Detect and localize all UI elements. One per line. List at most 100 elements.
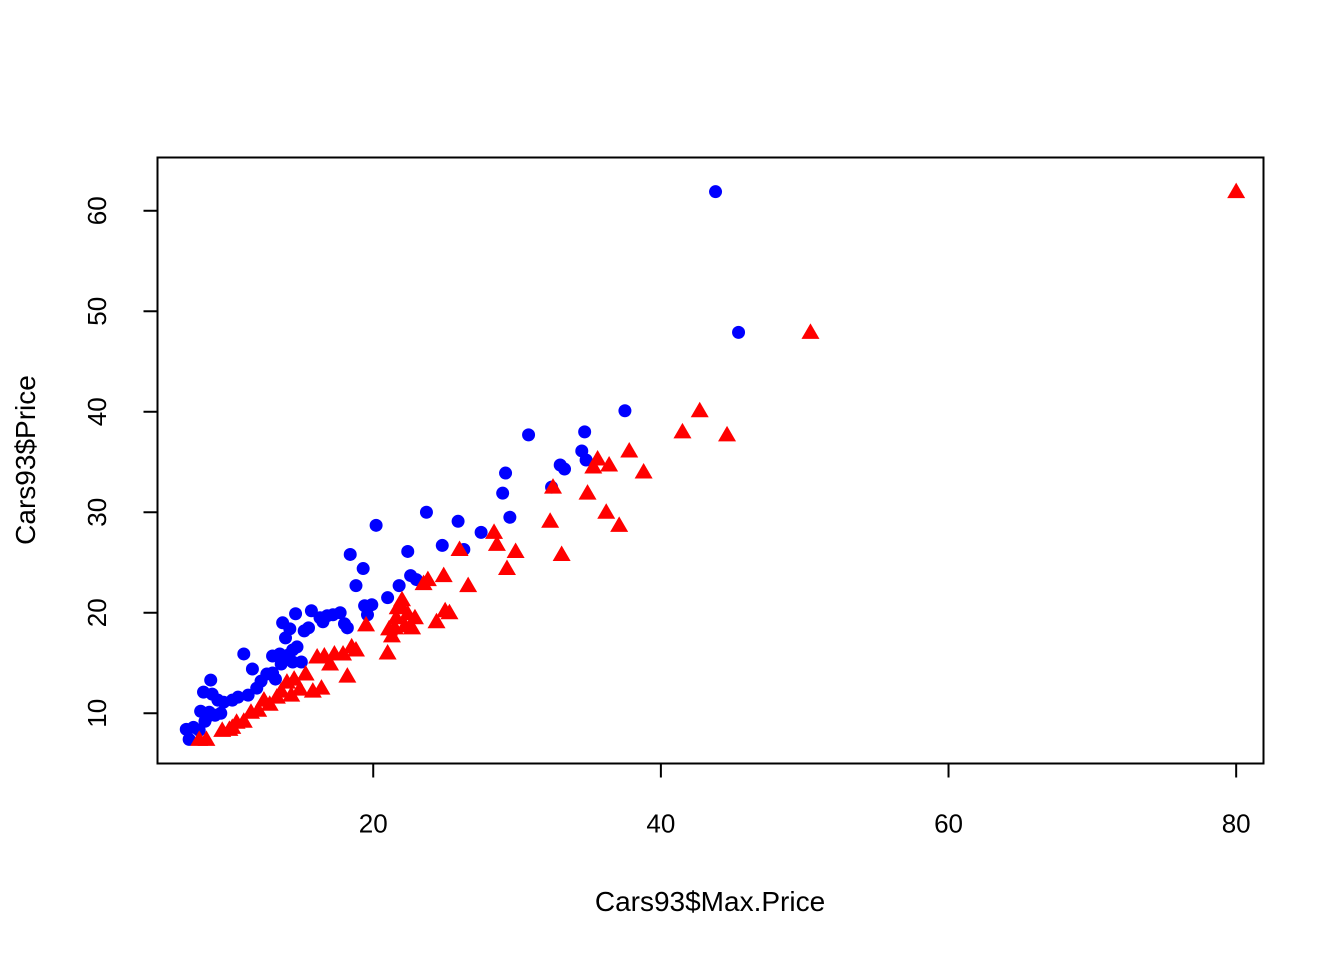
data-point-triangle xyxy=(578,484,597,500)
data-point-triangle xyxy=(544,478,563,494)
data-point-triangle xyxy=(588,449,607,466)
data-point-triangle xyxy=(600,456,619,472)
data-point-triangle xyxy=(506,542,525,558)
data-point-circle xyxy=(360,608,374,622)
data-point-circle xyxy=(503,510,517,524)
data-point-triangle xyxy=(312,679,331,695)
data-point-circle xyxy=(245,662,259,676)
data-point-triangle xyxy=(338,667,357,683)
data-point-triangle xyxy=(272,682,291,698)
data-point-triangle xyxy=(387,608,406,625)
data-point-circle xyxy=(333,606,347,620)
data-point-triangle xyxy=(249,701,268,717)
data-point-triangle xyxy=(610,516,629,532)
data-point-circle xyxy=(340,621,354,635)
data-point-triangle xyxy=(197,730,216,746)
data-point-triangle xyxy=(285,670,304,686)
data-point-circle xyxy=(451,514,465,528)
plot-frame xyxy=(156,156,1265,765)
y-tick-label: 20 xyxy=(82,598,112,627)
data-point-circle xyxy=(283,622,297,636)
data-point-circle xyxy=(302,621,316,635)
data-point-circle xyxy=(496,486,510,500)
x-tick-label: 40 xyxy=(646,809,675,839)
data-point-circle xyxy=(499,466,513,480)
data-point-triangle xyxy=(434,566,453,583)
y-axis: 10 20 30 40 50 60 xyxy=(82,196,158,728)
data-point-triangle xyxy=(459,576,478,593)
data-point-circle xyxy=(419,505,433,519)
data-point-triangle xyxy=(620,441,639,458)
data-point-circle xyxy=(349,579,363,593)
data-point-circle xyxy=(474,525,488,539)
data-point-circle xyxy=(356,562,370,576)
data-point-triangle xyxy=(403,618,422,635)
data-point-triangle xyxy=(282,686,301,702)
data-point-circle xyxy=(401,544,415,558)
data-point-circle xyxy=(732,325,746,339)
x-tick-label: 20 xyxy=(359,809,388,839)
data-point-triangle xyxy=(673,422,692,439)
data-point-triangle xyxy=(584,458,603,474)
data-point-circle xyxy=(578,425,592,439)
data-point-circle xyxy=(241,688,255,702)
data-point-triangle xyxy=(497,559,516,576)
data-point-triangle xyxy=(357,615,376,632)
data-point-circle xyxy=(579,453,593,467)
data-point-triangle xyxy=(634,463,653,479)
data-point-triangle xyxy=(541,512,560,528)
data-point-circle xyxy=(304,604,318,618)
data-point-triangle xyxy=(334,644,353,661)
data-point-circle xyxy=(294,655,308,669)
data-point-circle xyxy=(522,428,536,442)
data-point-triangle xyxy=(427,612,446,629)
y-tick-label: 10 xyxy=(82,699,112,728)
data-point-triangle xyxy=(552,545,571,561)
data-points xyxy=(179,182,1246,746)
data-point-triangle xyxy=(440,603,459,620)
y-axis-title: Cars93$Price xyxy=(10,375,41,545)
data-point-triangle xyxy=(485,523,504,539)
data-point-triangle xyxy=(718,425,737,442)
y-tick-label: 60 xyxy=(82,196,112,225)
x-tick-label: 60 xyxy=(934,809,963,839)
data-point-triangle xyxy=(382,626,401,643)
data-point-circle xyxy=(204,673,218,687)
y-tick-label: 30 xyxy=(82,498,112,527)
data-point-triangle xyxy=(378,643,397,660)
data-point-triangle xyxy=(290,680,309,696)
data-point-triangle xyxy=(392,590,411,607)
data-point-triangle xyxy=(418,570,437,587)
data-point-circle xyxy=(231,690,245,704)
data-point-triangle xyxy=(597,503,616,519)
data-point-triangle xyxy=(1227,182,1246,199)
data-point-triangle xyxy=(234,712,253,728)
data-point-circle xyxy=(268,672,282,686)
data-point-triangle xyxy=(296,665,315,681)
data-point-circle xyxy=(365,598,379,612)
data-point-circle xyxy=(381,591,395,605)
data-point-circle xyxy=(290,640,304,654)
data-point-circle xyxy=(369,518,383,532)
data-point-circle xyxy=(343,547,357,561)
y-tick-label: 50 xyxy=(82,297,112,326)
x-tick-label: 80 xyxy=(1222,809,1251,839)
data-point-circle xyxy=(392,579,406,593)
data-point-triangle xyxy=(801,323,820,339)
data-point-circle xyxy=(214,706,228,720)
x-axis-title: Cars93$Max.Price xyxy=(595,886,825,917)
x-axis: 20 40 60 80 xyxy=(359,763,1251,839)
data-point-circle xyxy=(237,647,251,661)
y-tick-label: 40 xyxy=(82,397,112,426)
data-point-triangle xyxy=(321,655,340,671)
data-point-circle xyxy=(709,185,723,199)
data-point-triangle xyxy=(690,401,709,418)
data-point-circle xyxy=(274,657,288,671)
data-point-triangle xyxy=(346,640,365,657)
data-point-circle xyxy=(289,607,303,621)
data-point-triangle xyxy=(487,535,506,551)
data-point-circle xyxy=(618,404,632,418)
data-point-circle xyxy=(435,538,449,552)
data-point-triangle xyxy=(405,608,424,625)
